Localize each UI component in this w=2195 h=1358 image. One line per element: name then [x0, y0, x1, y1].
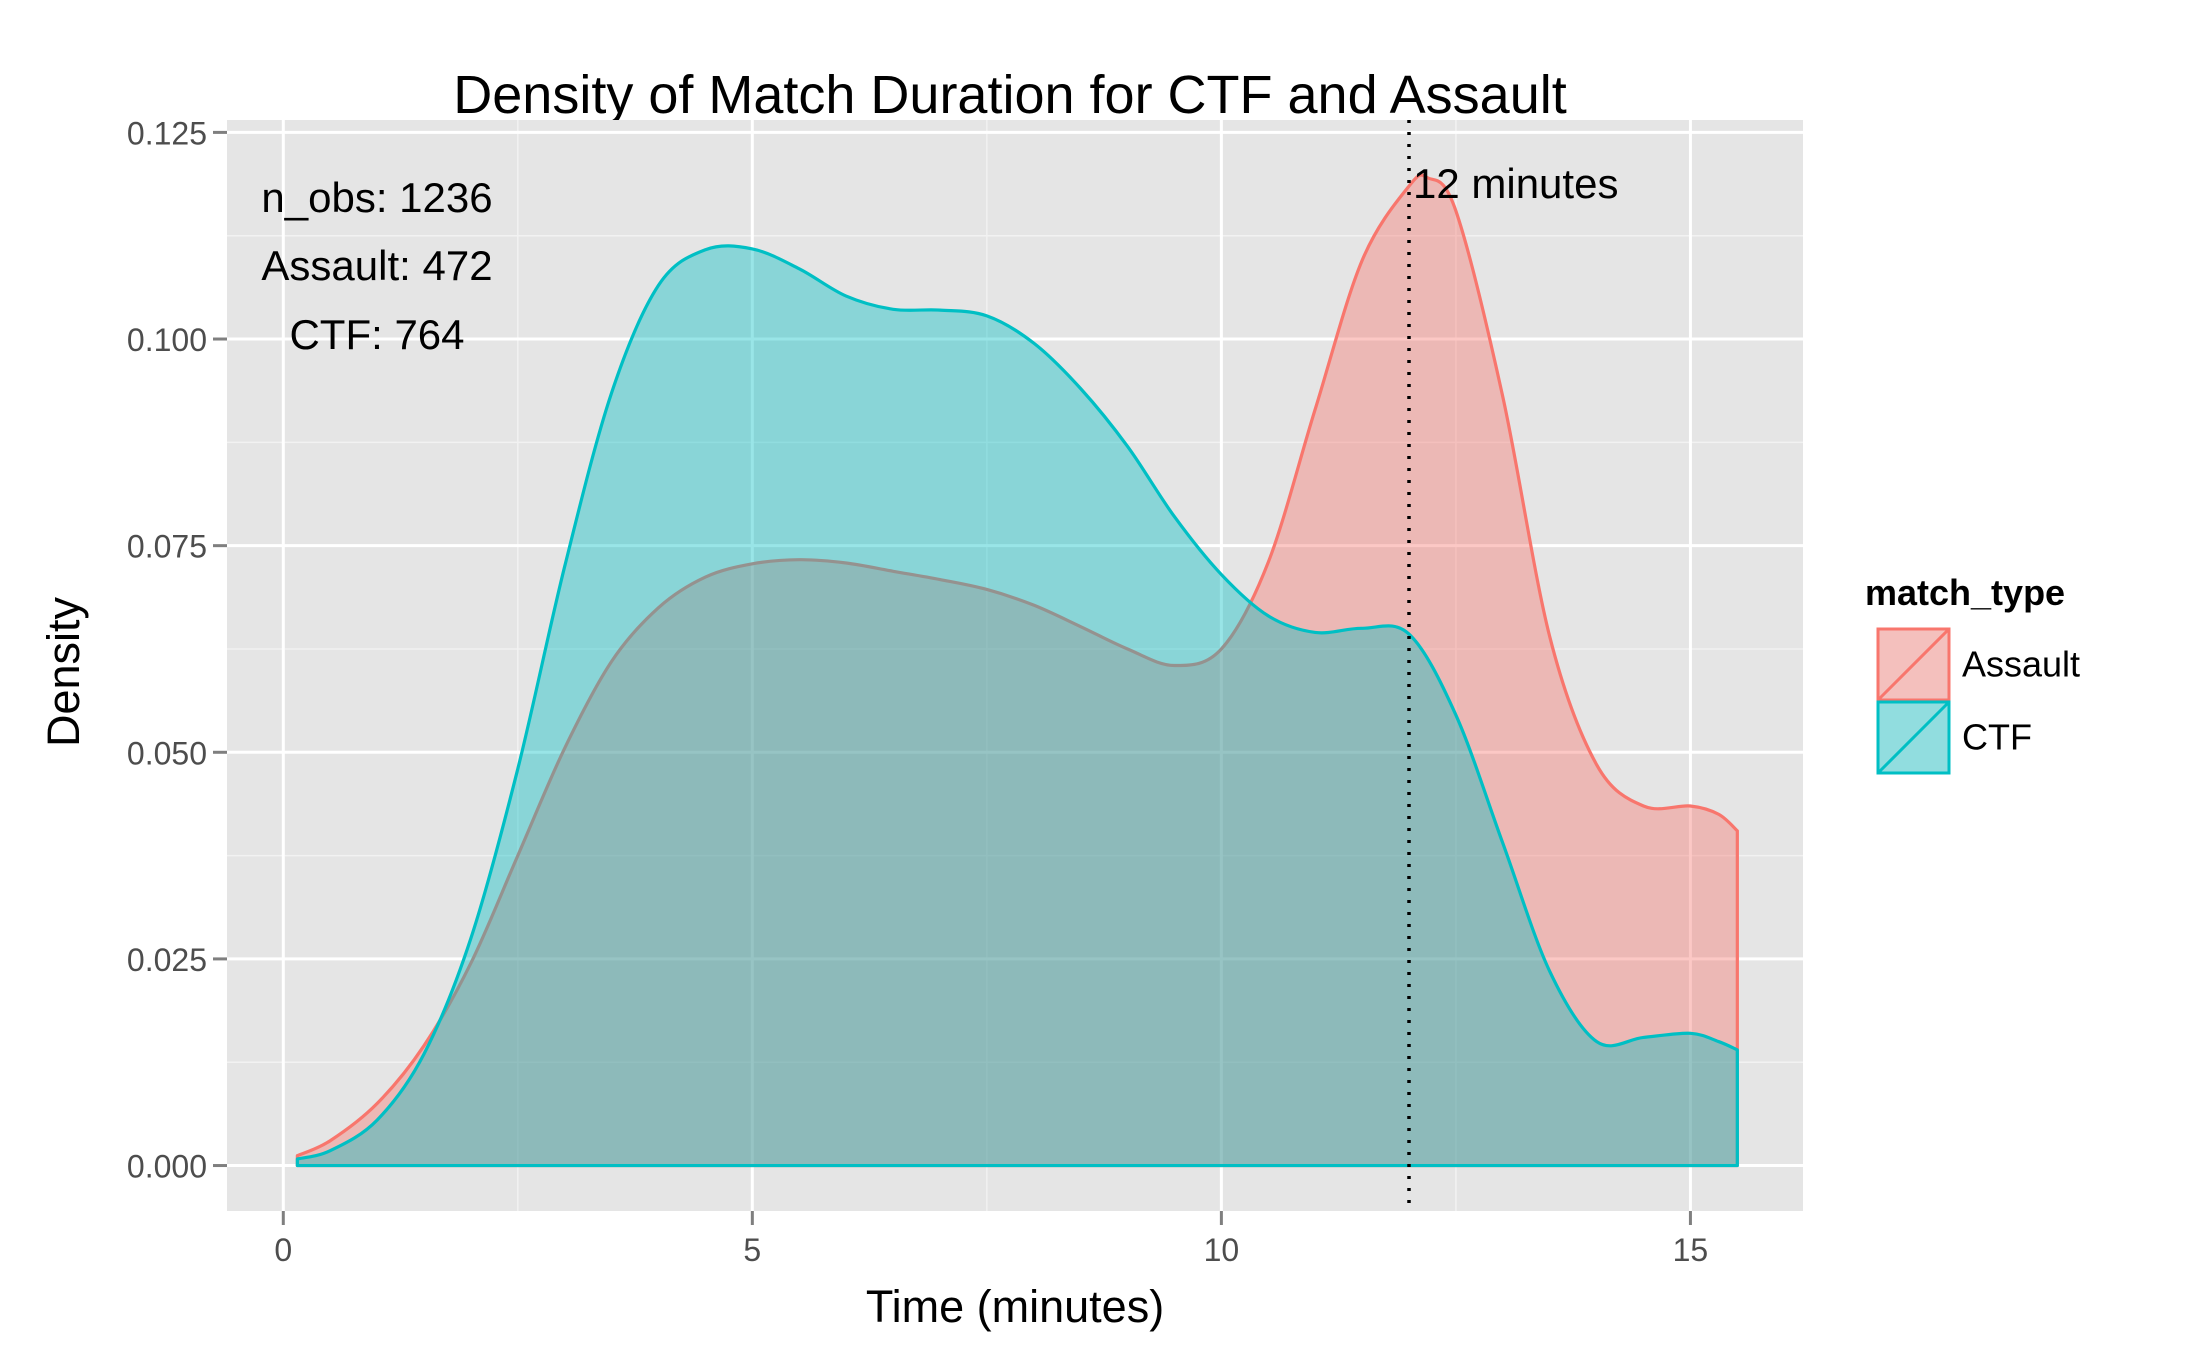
- minor-gridlines: [227, 120, 1803, 1211]
- x-tick-label: 0: [274, 1232, 292, 1268]
- major-gridlines: [227, 120, 1803, 1211]
- legend-key-slash: [1876, 627, 1951, 702]
- legend-label-ctf: CTF: [1962, 717, 2032, 758]
- chart-title: Density of Match Duration for CTF and As…: [453, 65, 1566, 125]
- y-axis-label: Density: [38, 596, 89, 747]
- y-tick-label: 0.050: [127, 735, 207, 771]
- vline-label: 12 minutes: [1413, 160, 1618, 207]
- legend-label-assault: Assault: [1962, 644, 2080, 685]
- y-tick-label: 0.125: [127, 115, 207, 151]
- x-axis: 0 5 10 15: [274, 1211, 1708, 1268]
- x-tick-label: 10: [1204, 1232, 1240, 1268]
- legend-keys: Assault CTF: [1876, 627, 2080, 775]
- density-area-assault: [295, 173, 1739, 1168]
- legend-title: match_type: [1865, 572, 2065, 613]
- plot-panel: [227, 120, 1803, 1211]
- legend: match_type Assault CTF: [1865, 572, 2080, 775]
- x-axis-label: Time (minutes): [866, 1281, 1164, 1332]
- y-tick-label: 0.000: [127, 1149, 207, 1185]
- x-tick-label: 15: [1673, 1232, 1709, 1268]
- x-tick-label: 5: [743, 1232, 761, 1268]
- y-axis: 0.000 0.025 0.050 0.075 0.100 0.125: [127, 115, 227, 1185]
- stats-assault: Assault: 472: [261, 242, 492, 289]
- y-tick-label: 0.075: [127, 529, 207, 565]
- legend-key-slash: [1876, 700, 1951, 775]
- stats-annotation: n_obs: 1236 Assault: 472 CTF: 764: [261, 174, 492, 358]
- stats-n-obs: n_obs: 1236: [261, 174, 492, 221]
- density-area-ctf: [295, 244, 1739, 1168]
- density-areas: [295, 173, 1739, 1168]
- y-tick-label: 0.025: [127, 942, 207, 978]
- y-tick-label: 0.100: [127, 322, 207, 358]
- stats-ctf: CTF: 764: [289, 311, 464, 358]
